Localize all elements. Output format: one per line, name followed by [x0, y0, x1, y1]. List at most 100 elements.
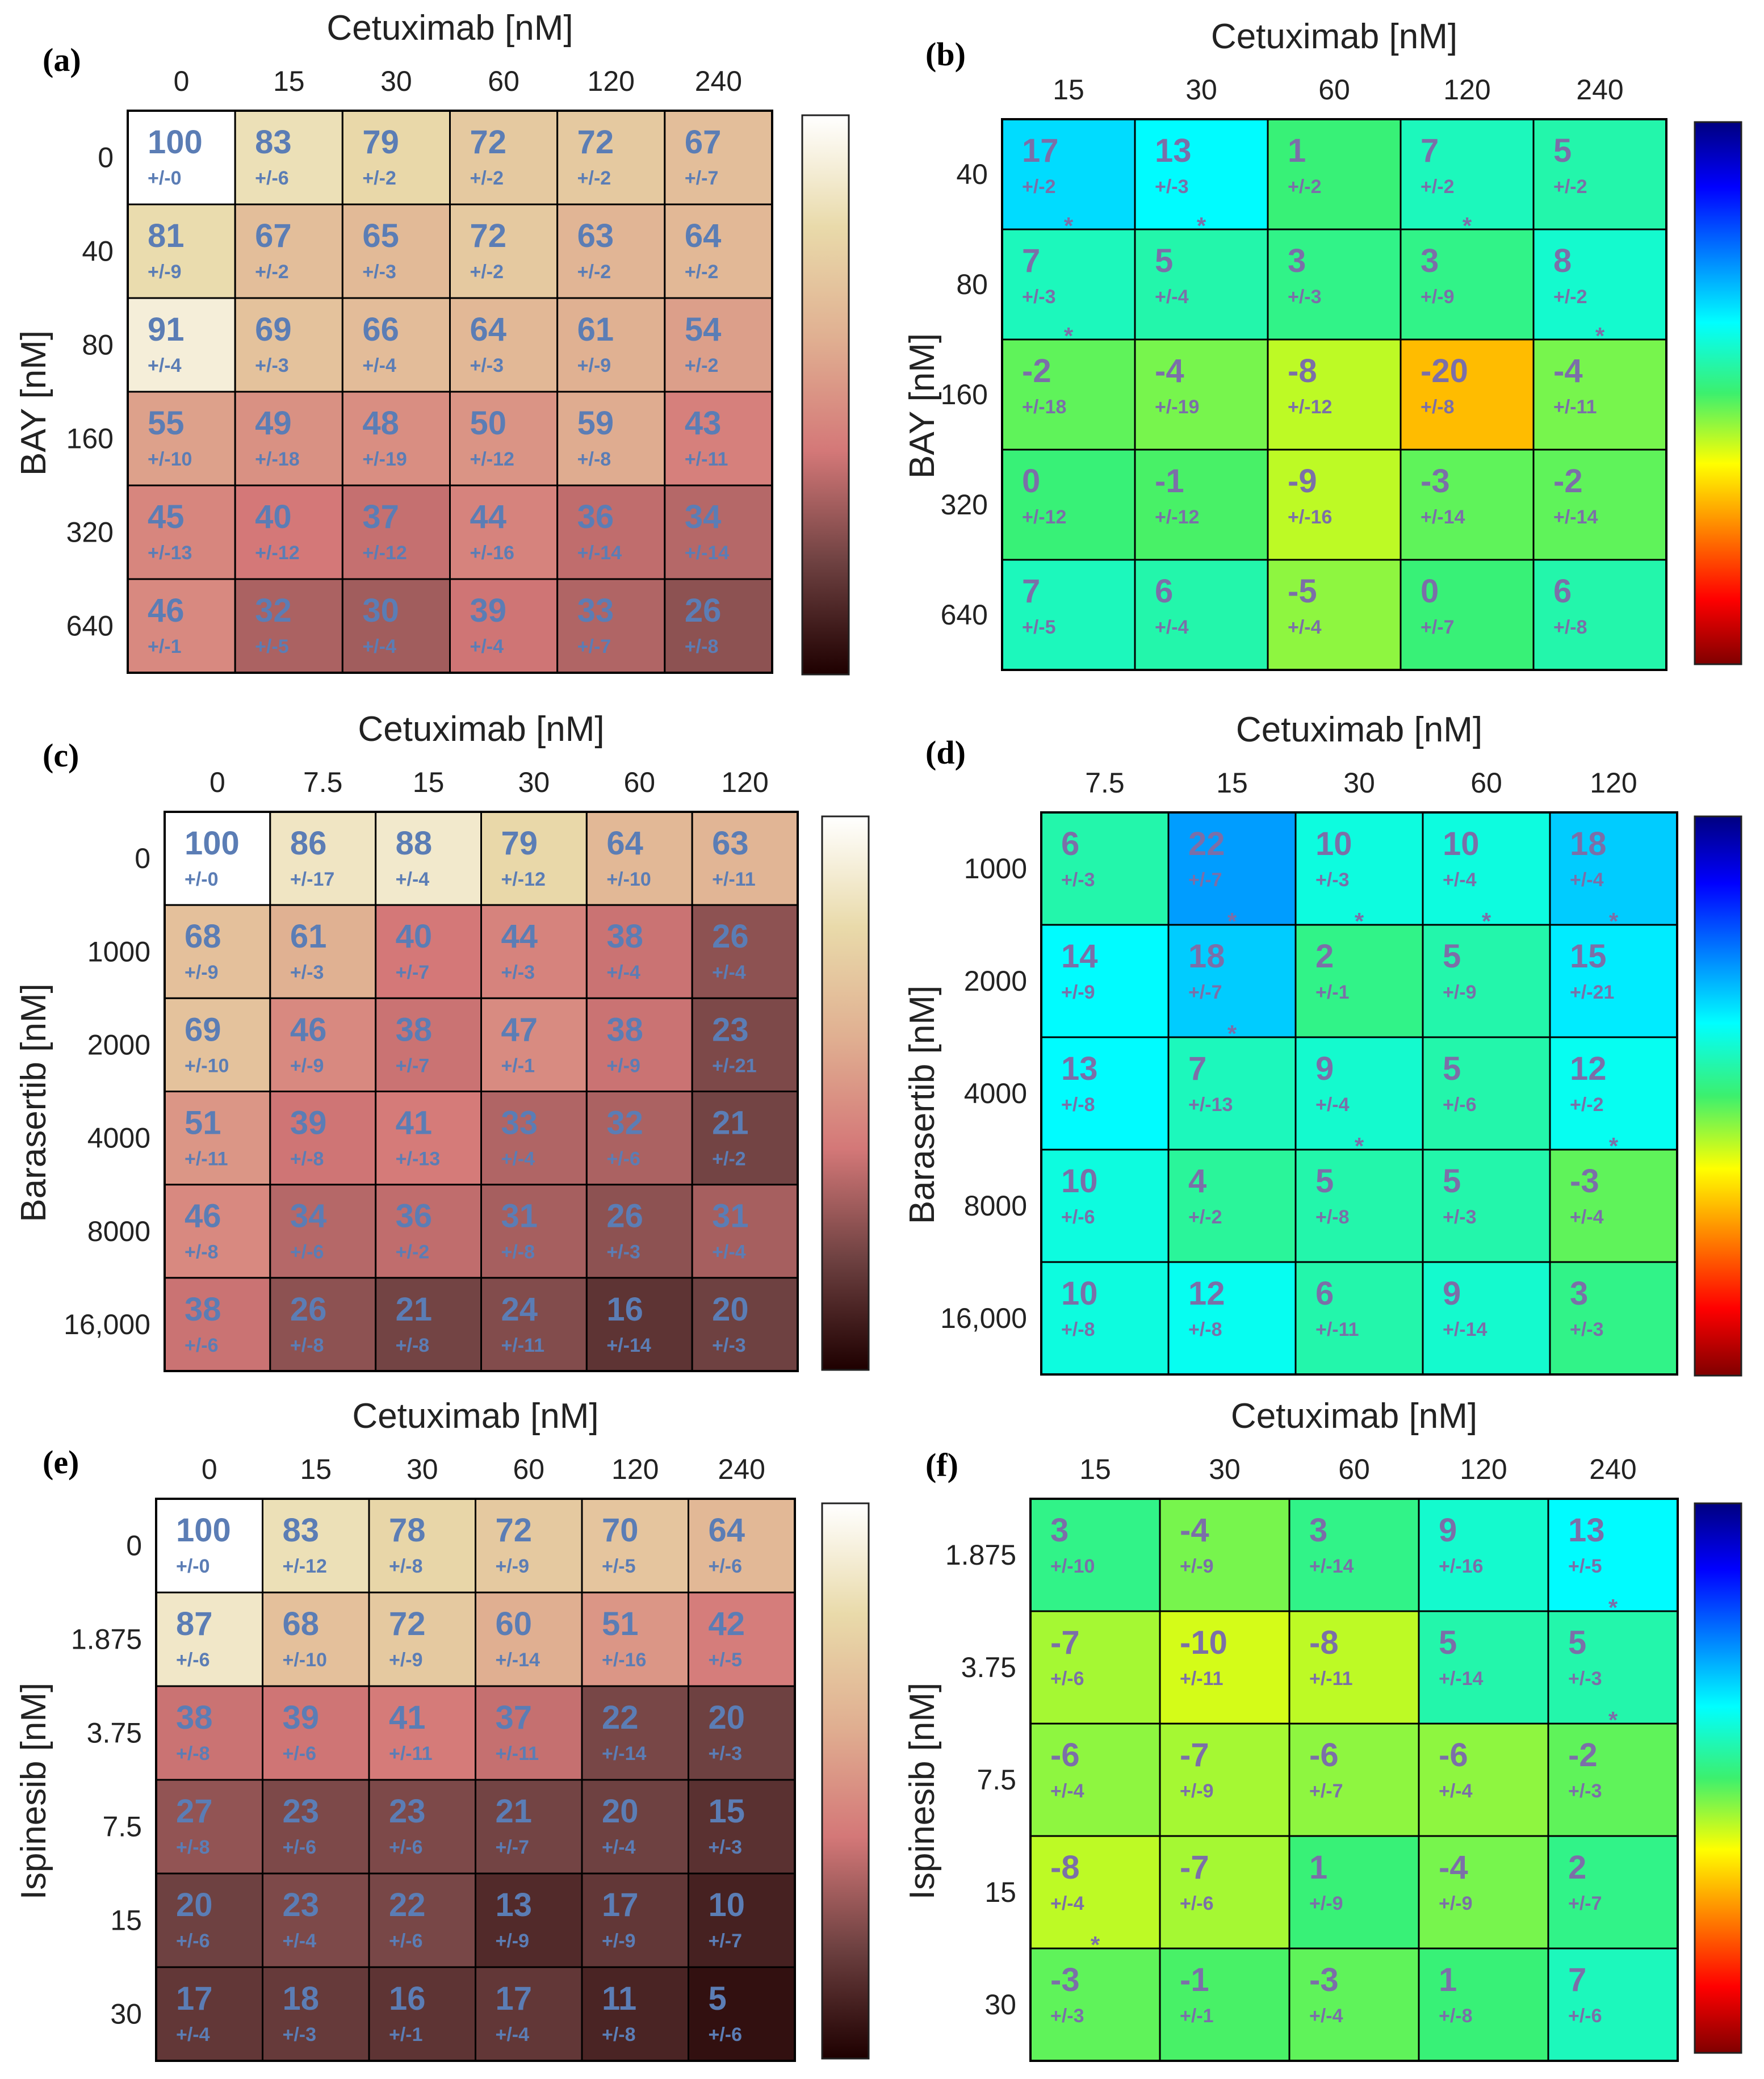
cell-error: +/-4 — [606, 962, 640, 983]
y-tick-label: 1.875 — [945, 1539, 1016, 1571]
x-tick-label: 120 — [721, 766, 768, 798]
cell-value: 20 — [176, 1887, 213, 1923]
cell-value: 1 — [1309, 1849, 1327, 1886]
cell-error: +/-10 — [1050, 1556, 1095, 1577]
cell-value: 11 — [602, 1980, 636, 2017]
cell-value: 21 — [712, 1105, 749, 1142]
cell-error: +/-9 — [496, 1930, 530, 1952]
cell-error: +/-8 — [389, 1556, 423, 1577]
cell-error: +/-8 — [290, 1335, 324, 1356]
cell-value: 5 — [1553, 132, 1572, 169]
cell-error: +/-4 — [1309, 2005, 1343, 2027]
heatmap-cell — [127, 484, 236, 580]
cell-error: +/-7 — [1188, 982, 1222, 1003]
x-axis-title: Cetuximab [nM] — [1231, 1397, 1477, 1436]
cell-value: 60 — [496, 1606, 533, 1642]
heatmap-cell — [127, 391, 236, 487]
cell-error: +/-6 — [709, 1556, 743, 1577]
heatmap-cell — [164, 1277, 271, 1372]
heatmap-cell — [691, 1091, 799, 1186]
heatmap-cell — [688, 1685, 796, 1781]
cell-error: +/-2 — [255, 261, 289, 283]
x-tick-label: 240 — [1576, 74, 1623, 106]
y-tick-label: 80 — [82, 329, 114, 361]
cell-value: 33 — [501, 1105, 538, 1142]
cell-error: +/-2 — [396, 1242, 430, 1263]
heatmap-cell — [1267, 338, 1402, 451]
cell-error: +/-3 — [1155, 176, 1189, 198]
y-tick-label: 1.875 — [71, 1624, 142, 1655]
cell-error: +/-16 — [1439, 1556, 1483, 1577]
cell-value: 63 — [577, 217, 614, 254]
cell-value: -7 — [1180, 1849, 1209, 1886]
y-tick-label: 4000 — [964, 1078, 1027, 1109]
cell-value: 100 — [176, 1512, 231, 1549]
cell-value: 88 — [396, 825, 433, 862]
x-tick-label: 30 — [518, 766, 550, 798]
cell-value: 36 — [396, 1198, 433, 1235]
heatmap-cell — [449, 203, 559, 299]
cell-value: 18 — [1570, 825, 1607, 862]
cell-error: +/-8 — [185, 1242, 219, 1263]
heatmap-cell — [1400, 338, 1535, 451]
cell-value: 7 — [1188, 1050, 1206, 1087]
cell-value: -8 — [1309, 1624, 1339, 1661]
cell-error: +/-2 — [685, 355, 719, 376]
heatmap-cell — [1294, 1261, 1424, 1376]
cell-error: +/-12 — [1022, 506, 1066, 528]
x-tick-label: 240 — [695, 65, 742, 97]
heatmap-cell — [480, 904, 588, 999]
cell-value: 12 — [1570, 1050, 1607, 1087]
cell-value: 10 — [1061, 1275, 1098, 1312]
cell-error: +/-2 — [577, 167, 611, 189]
cell-value: -6 — [1439, 1737, 1468, 1774]
cell-value: 13 — [496, 1887, 533, 1923]
heatmap-cell — [664, 297, 773, 393]
cell-value: -6 — [1309, 1737, 1339, 1774]
x-tick-label: 60 — [1470, 767, 1502, 799]
cell-error: +/-4 — [602, 1837, 636, 1858]
cell-error: +/-1 — [148, 636, 182, 657]
cell-value: 9 — [1443, 1275, 1461, 1312]
cell-value: 6 — [1315, 1275, 1334, 1312]
cell-error: +/-13 — [1188, 1094, 1233, 1116]
cell-value: 34 — [685, 498, 722, 535]
x-tick-label: 60 — [623, 766, 655, 798]
cell-value: -8 — [1050, 1849, 1080, 1886]
cell-error: +/-12 — [1155, 506, 1199, 528]
cell-value: 64 — [606, 825, 643, 862]
heatmap-border — [164, 811, 799, 1372]
heatmap-cell — [234, 110, 343, 206]
y-tick-label: 15 — [984, 1876, 1016, 1908]
cell-error: +/-5 — [1022, 617, 1056, 638]
cell-error: +/-8 — [685, 636, 719, 657]
cell-error: +/-4 — [283, 1930, 317, 1952]
y-axis-title: Barasertib [nM] — [903, 986, 942, 1224]
cell-error: +/-11 — [185, 1149, 228, 1170]
cell-value: 51 — [602, 1606, 639, 1642]
cell-value: 23 — [712, 1011, 749, 1048]
panel-label: (c) — [43, 737, 79, 774]
cell-error: +/-4 — [362, 636, 396, 657]
x-tick-label: 0 — [209, 766, 225, 798]
y-tick-label: 7.5 — [102, 1811, 142, 1843]
y-tick-label: 16,000 — [64, 1309, 150, 1340]
cell-value: 21 — [396, 1291, 433, 1328]
heatmap-cell — [269, 1184, 377, 1279]
heatmap-cell — [585, 1277, 693, 1372]
cell-error: +/-13 — [148, 542, 192, 564]
cell-value: 63 — [712, 825, 749, 862]
cell-value: -5 — [1288, 573, 1317, 610]
x-tick-label: 60 — [1318, 74, 1350, 106]
heatmap-cell — [368, 1779, 476, 1875]
cell-error: +/-3 — [283, 2024, 317, 2046]
heatmap-cell — [1159, 1835, 1290, 1950]
heatmap-cell — [262, 1779, 370, 1875]
cell-error: +/-8 — [1315, 1206, 1350, 1228]
cell-error: +/-11 — [712, 869, 756, 890]
heatmap-cell — [1422, 924, 1551, 1038]
cell-value: 23 — [283, 1793, 320, 1830]
heatmap-cell — [449, 484, 559, 580]
cell-value: 23 — [389, 1793, 426, 1830]
cell-error: +/-4 — [148, 355, 182, 376]
